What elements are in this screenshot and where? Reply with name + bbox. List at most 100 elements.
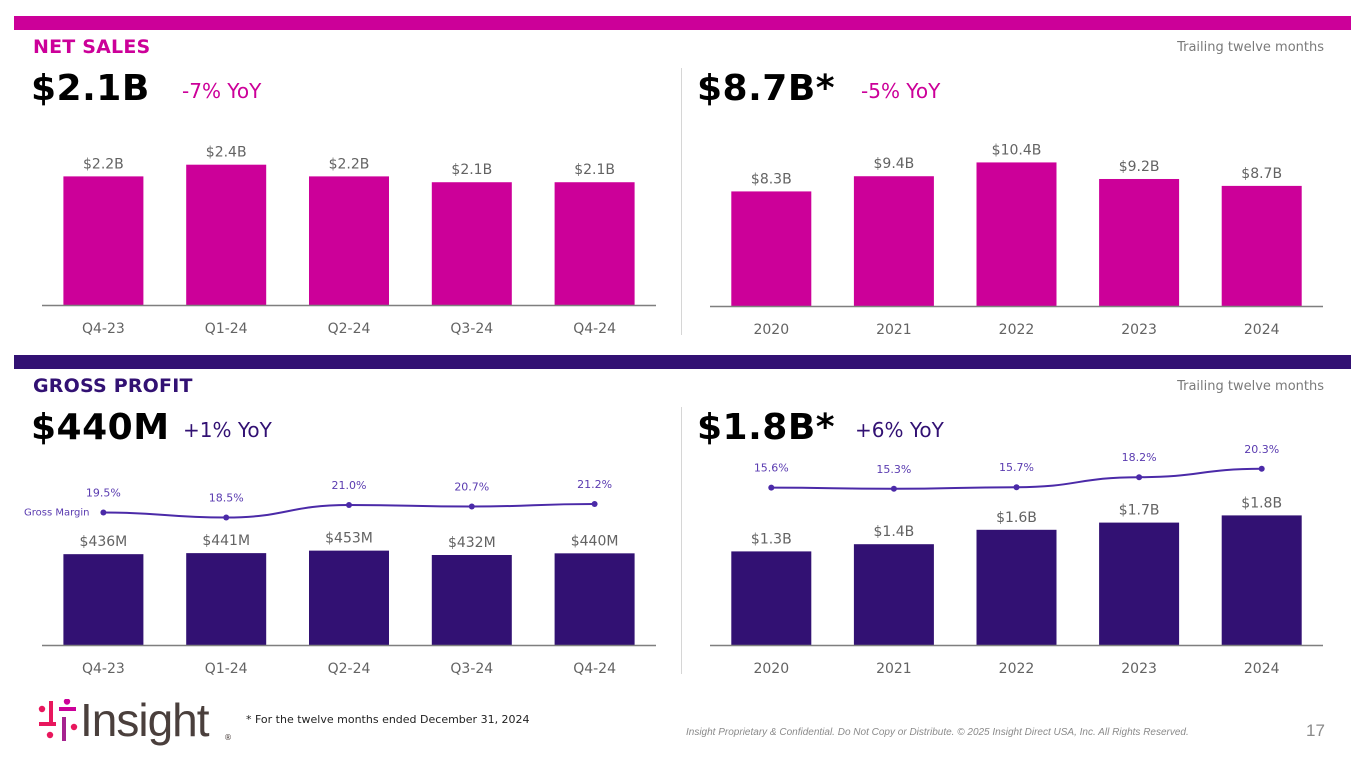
bar-Q1-24: [186, 553, 267, 645]
bar-2023: [1099, 178, 1180, 306]
category-label: 2020: [753, 661, 789, 677]
net-sales-annual-yoy: -5% YoY: [861, 79, 941, 103]
insight-logo-icon: [38, 699, 78, 741]
category-label: Q1-24: [205, 321, 248, 337]
gross-margin-point: [1013, 484, 1020, 491]
bar-value-label: $10.4B: [992, 142, 1042, 158]
insight-logo-text: Insight: [80, 694, 210, 746]
gross-profit-ttm-label: Trailing twelve months: [1177, 379, 1324, 394]
gross-profit-title: GROSS PROFIT: [33, 375, 193, 397]
bar-value-label: $436M: [80, 534, 128, 550]
gross-margin-point: [100, 509, 107, 516]
bar-2020: [731, 191, 812, 306]
gross-margin-label: 20.3%: [1244, 443, 1279, 456]
category-label: Q2-24: [328, 321, 371, 337]
net-sales-annual-chart: $8.3B 2020 $9.4B 2021 $10.4B 2022 $9.2B 2023 $8.…: [710, 142, 1323, 338]
page-number: 17: [1306, 721, 1325, 740]
gross-margin-label: 15.7%: [999, 461, 1034, 474]
bar-2021: [853, 544, 934, 645]
net-sales-quarterly-yoy: -7% YoY: [182, 79, 262, 103]
category-label: Q4-23: [82, 661, 125, 677]
bar-value-label: $2.2B: [83, 156, 124, 172]
category-label: Q1-24: [205, 661, 248, 677]
top-divider: [681, 68, 682, 335]
bar-2020: [731, 551, 812, 645]
gross-profit-quarterly-headline: $440M: [31, 407, 170, 448]
category-label: 2023: [1121, 661, 1157, 677]
bar-Q3-24: [431, 555, 512, 645]
bar-Q2-24: [309, 550, 389, 645]
gross-margin-label: 15.6%: [754, 462, 789, 475]
gross-margin-point: [223, 514, 230, 521]
category-label: 2022: [999, 661, 1035, 677]
net-sales-band: [14, 16, 1351, 30]
bar-value-label: $2.1B: [451, 162, 492, 178]
category-label: 2022: [999, 322, 1035, 338]
net-sales-quarterly-chart: $2.2B Q4-23 $2.4B Q1-24 $2.2B Q2-24 $2.1B Q3-24…: [42, 145, 656, 337]
bar-value-label: $453M: [325, 531, 373, 547]
gross-margin-label: 20.7%: [454, 481, 489, 494]
bar-Q4-23: [63, 176, 144, 305]
bar-2023: [1099, 522, 1180, 645]
footnote: * For the twelve months ended December 3…: [246, 713, 530, 726]
gross-margin-point: [890, 485, 897, 492]
gross-margin-point: [468, 503, 475, 510]
gross-margin-label: 21.0%: [332, 479, 367, 492]
gross-profit-annual-headline: $1.8B*: [697, 407, 836, 448]
category-label: 2021: [876, 322, 912, 338]
gross-margin-label: 15.3%: [876, 463, 911, 476]
bar-value-label: $1.7B: [1119, 503, 1160, 519]
gross-margin-point: [1136, 474, 1143, 481]
bar-value-label: $2.4B: [206, 145, 247, 161]
gross-margin-label: 18.5%: [209, 492, 244, 505]
bar-2024: [1221, 185, 1302, 306]
gross-margin-point: [346, 502, 352, 508]
gross-margin-point: [1258, 465, 1265, 472]
category-label: Q4-24: [573, 321, 616, 337]
net-sales-ttm-label: Trailing twelve months: [1177, 40, 1324, 55]
bar-Q3-24: [431, 182, 512, 305]
bar-value-label: $432M: [448, 535, 496, 551]
net-sales-annual-headline: $8.7B*: [697, 68, 836, 109]
gross-margin-label: 19.5%: [86, 487, 121, 500]
bar-value-label: $8.3B: [751, 171, 792, 187]
bar-value-label: $2.1B: [574, 162, 615, 178]
gross-profit-annual-chart: $1.3B 2020 $1.4B 2021 $1.6B 2022 $1.7B 2023 $1.8…: [710, 443, 1323, 677]
bar-value-label: $8.7B: [1241, 166, 1282, 182]
bar-Q4-24: [554, 182, 635, 305]
bar-value-label: $1.3B: [751, 531, 792, 547]
legal-notice: Insight Proprietary & Confidential. Do N…: [686, 727, 1189, 738]
category-label: Q4-24: [573, 661, 616, 677]
net-sales-quarterly-headline: $2.1B: [31, 68, 150, 109]
bar-value-label: $2.2B: [329, 156, 370, 172]
bar-value-label: $441M: [202, 533, 250, 549]
gross-profit-annual-yoy: +6% YoY: [855, 418, 944, 442]
bar-value-label: $9.4B: [874, 156, 915, 172]
category-label: 2021: [876, 661, 912, 677]
bar-value-label: $440M: [571, 533, 619, 549]
bar-value-label: $1.8B: [1241, 495, 1282, 511]
category-label: Q2-24: [328, 661, 371, 677]
category-label: Q4-23: [82, 321, 125, 337]
category-label: 2024: [1244, 322, 1280, 338]
gross-margin-point: [768, 484, 775, 491]
registered-mark: ®: [224, 733, 232, 742]
gross-profit-band: [14, 355, 1351, 369]
category-label: 2024: [1244, 661, 1280, 677]
bar-value-label: $9.2B: [1119, 159, 1160, 175]
bar-2022: [976, 529, 1057, 645]
bar-value-label: $1.4B: [874, 524, 915, 540]
gross-profit-quarterly-yoy: +1% YoY: [183, 418, 272, 442]
bar-Q2-24: [309, 176, 389, 305]
gross-margin-series-name: Gross Margin: [24, 508, 90, 519]
bar-Q4-23: [63, 554, 144, 645]
bar-value-label: $1.6B: [996, 510, 1037, 526]
gross-margin-point: [591, 501, 598, 507]
bar-2021: [853, 176, 934, 306]
category-label: 2020: [753, 322, 789, 338]
gross-profit-quarterly-chart: $436M Q4-23 $441M Q1-24 $453M Q2-24 $432M Q3-24…: [24, 478, 656, 677]
bar-2022: [976, 162, 1057, 306]
category-label: 2023: [1121, 322, 1157, 338]
bar-Q1-24: [186, 164, 267, 305]
net-sales-title: NET SALES: [33, 36, 151, 58]
